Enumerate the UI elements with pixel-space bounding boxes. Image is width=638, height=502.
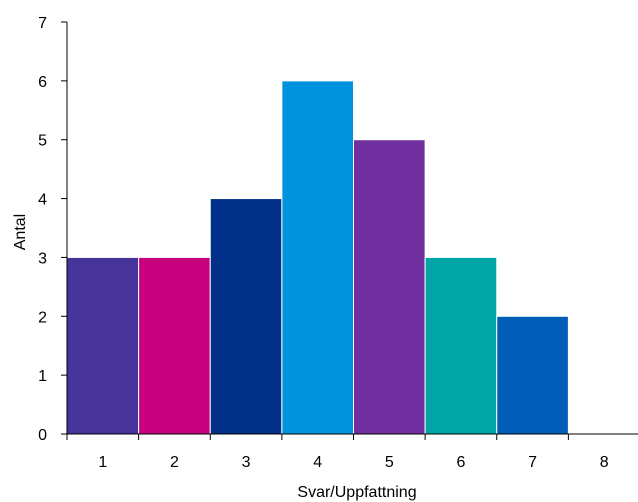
bar-6 (424, 256, 498, 435)
x-tick-label-2: 2 (170, 454, 179, 471)
y-tick-label-7: 7 (38, 15, 47, 32)
bar-5 (353, 139, 426, 435)
bar-3 (209, 198, 283, 435)
bar-1 (66, 256, 140, 435)
bars-group (66, 80, 569, 435)
x-tick-label-1: 1 (98, 454, 107, 471)
bar-7 (496, 315, 569, 435)
x-tick-label-3: 3 (242, 454, 251, 471)
x-tick-label-5: 5 (385, 454, 394, 471)
y-tick-label-5: 5 (38, 133, 47, 150)
bar-4 (281, 80, 354, 435)
x-axis-ticks: 1 2 3 4 5 6 7 8 (66, 434, 609, 471)
y-tick-label-3: 3 (38, 250, 47, 267)
y-tick-label-0: 0 (38, 427, 47, 444)
y-tick-label-2: 2 (38, 309, 47, 326)
x-tick-label-7: 7 (528, 454, 537, 471)
x-tick-label-4: 4 (313, 454, 322, 471)
y-tick-label-6: 6 (38, 74, 47, 91)
y-axis-ticks: 0 1 2 3 4 5 6 7 (38, 15, 67, 444)
y-tick-label-1: 1 (38, 368, 47, 385)
bar-2 (138, 256, 211, 435)
x-axis-title: Svar/Uppfattning (297, 484, 416, 501)
y-axis-title: Antal (12, 214, 29, 250)
x-tick-label-6: 6 (456, 454, 465, 471)
x-tick-label-8: 8 (600, 454, 609, 471)
y-tick-label-4: 4 (38, 192, 47, 209)
